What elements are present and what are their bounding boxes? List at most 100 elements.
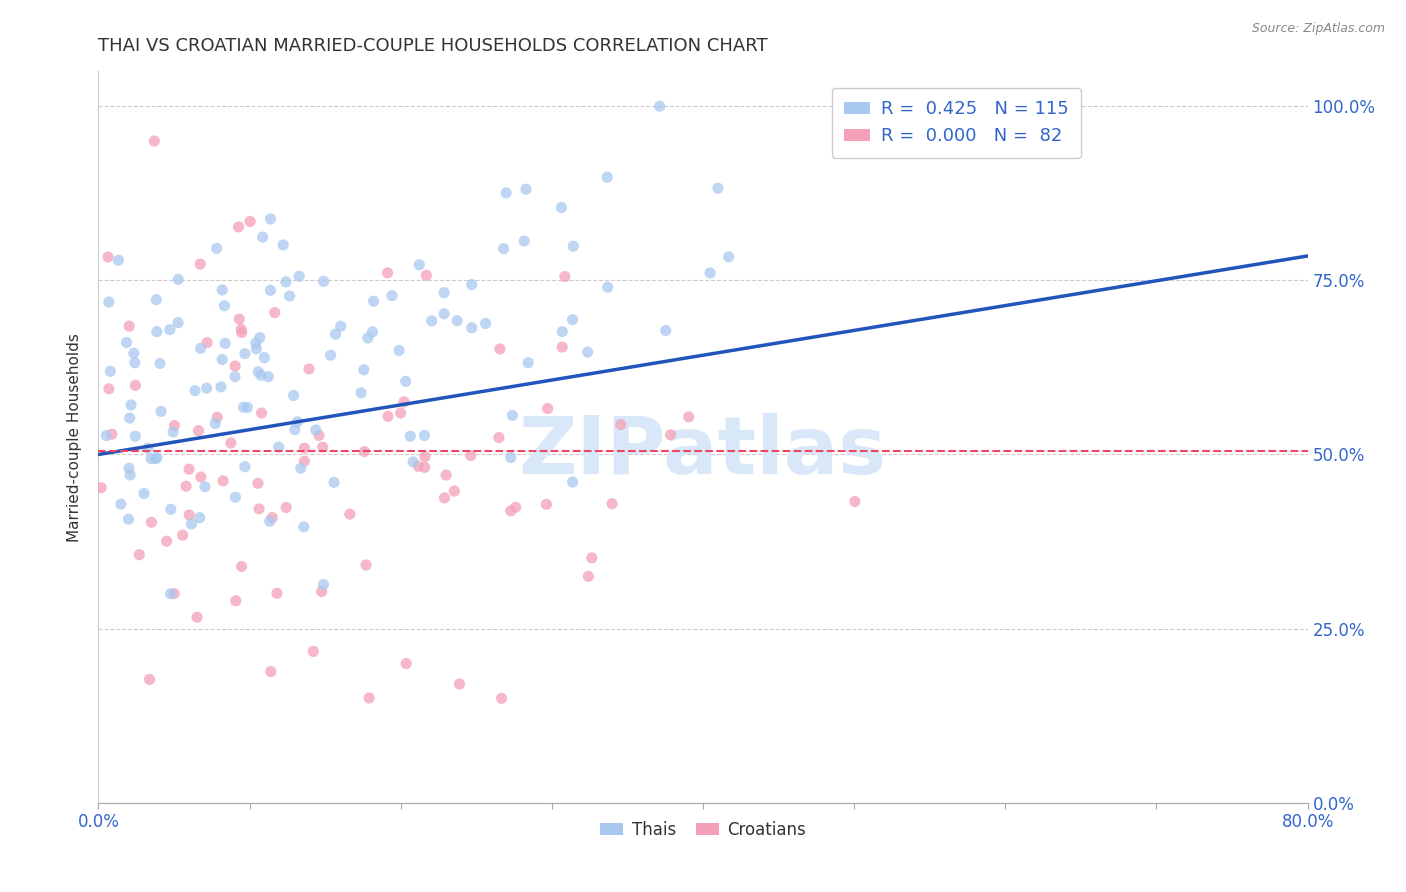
Point — [460, 277, 482, 292]
Point — [97, 295, 120, 310]
Point — [433, 285, 456, 300]
Point — [122, 346, 145, 360]
Point — [290, 461, 312, 475]
Point — [233, 459, 256, 474]
Point — [551, 325, 574, 339]
Point — [124, 356, 146, 370]
Point — [143, 134, 166, 148]
Point — [97, 382, 120, 396]
Point — [162, 425, 184, 439]
Point — [211, 283, 233, 297]
Point — [110, 497, 132, 511]
Point — [146, 450, 169, 465]
Point — [250, 406, 273, 420]
Point — [90, 481, 112, 495]
Point — [257, 369, 280, 384]
Point — [284, 423, 307, 437]
Point — [266, 586, 288, 600]
Point — [145, 451, 167, 466]
Point — [446, 313, 468, 327]
Point — [149, 356, 172, 370]
Point — [596, 170, 619, 185]
Point — [118, 411, 141, 425]
Point — [699, 266, 721, 280]
Point — [247, 502, 270, 516]
Point — [188, 257, 211, 271]
Point — [246, 476, 269, 491]
Point — [107, 253, 129, 268]
Point — [474, 317, 496, 331]
Point — [292, 454, 315, 468]
Point — [224, 359, 246, 373]
Point — [433, 491, 456, 505]
Point — [174, 479, 197, 493]
Point — [678, 409, 700, 424]
Point — [260, 665, 283, 679]
Point — [214, 336, 236, 351]
Point — [408, 258, 430, 272]
Point — [247, 365, 270, 379]
Point — [495, 186, 517, 200]
Point — [262, 510, 284, 524]
Point — [141, 516, 163, 530]
Point — [128, 548, 150, 562]
Point — [596, 280, 619, 294]
Point — [413, 450, 436, 464]
Point — [443, 484, 465, 499]
Point — [124, 378, 146, 392]
Point — [118, 461, 141, 475]
Point — [460, 320, 482, 334]
Point — [120, 467, 142, 482]
Point — [292, 441, 315, 455]
Point — [395, 657, 418, 671]
Point — [292, 520, 315, 534]
Y-axis label: Married-couple Households: Married-couple Households — [67, 333, 83, 541]
Point — [319, 348, 342, 362]
Point — [224, 369, 246, 384]
Point — [381, 288, 404, 302]
Point — [505, 500, 527, 515]
Point — [118, 319, 141, 334]
Point — [138, 673, 160, 687]
Point — [413, 428, 436, 442]
Point — [96, 428, 118, 442]
Point — [610, 417, 633, 432]
Point — [413, 460, 436, 475]
Point — [231, 326, 253, 340]
Point — [489, 342, 512, 356]
Point — [150, 404, 173, 418]
Point — [141, 451, 163, 466]
Point — [363, 294, 385, 309]
Point — [177, 462, 200, 476]
Legend: Thais, Croatians: Thais, Croatians — [593, 814, 813, 846]
Point — [167, 272, 190, 286]
Point — [232, 400, 254, 414]
Point — [501, 409, 523, 423]
Point — [187, 424, 209, 438]
Point — [415, 268, 437, 283]
Point — [101, 427, 124, 442]
Point — [120, 398, 142, 412]
Point — [499, 504, 522, 518]
Point — [707, 181, 730, 195]
Point — [659, 427, 682, 442]
Point — [276, 500, 298, 515]
Point — [231, 322, 253, 336]
Text: Source: ZipAtlas.com: Source: ZipAtlas.com — [1251, 22, 1385, 36]
Point — [357, 331, 380, 345]
Point — [359, 691, 381, 706]
Point — [249, 330, 271, 344]
Point — [298, 362, 321, 376]
Point — [434, 467, 457, 482]
Point — [172, 528, 194, 542]
Point — [190, 470, 212, 484]
Point — [236, 401, 259, 415]
Point — [214, 299, 236, 313]
Point — [97, 250, 120, 264]
Point — [288, 269, 311, 284]
Point — [194, 480, 217, 494]
Point — [312, 440, 335, 454]
Point — [562, 239, 585, 253]
Point — [536, 497, 558, 511]
Point — [259, 211, 281, 226]
